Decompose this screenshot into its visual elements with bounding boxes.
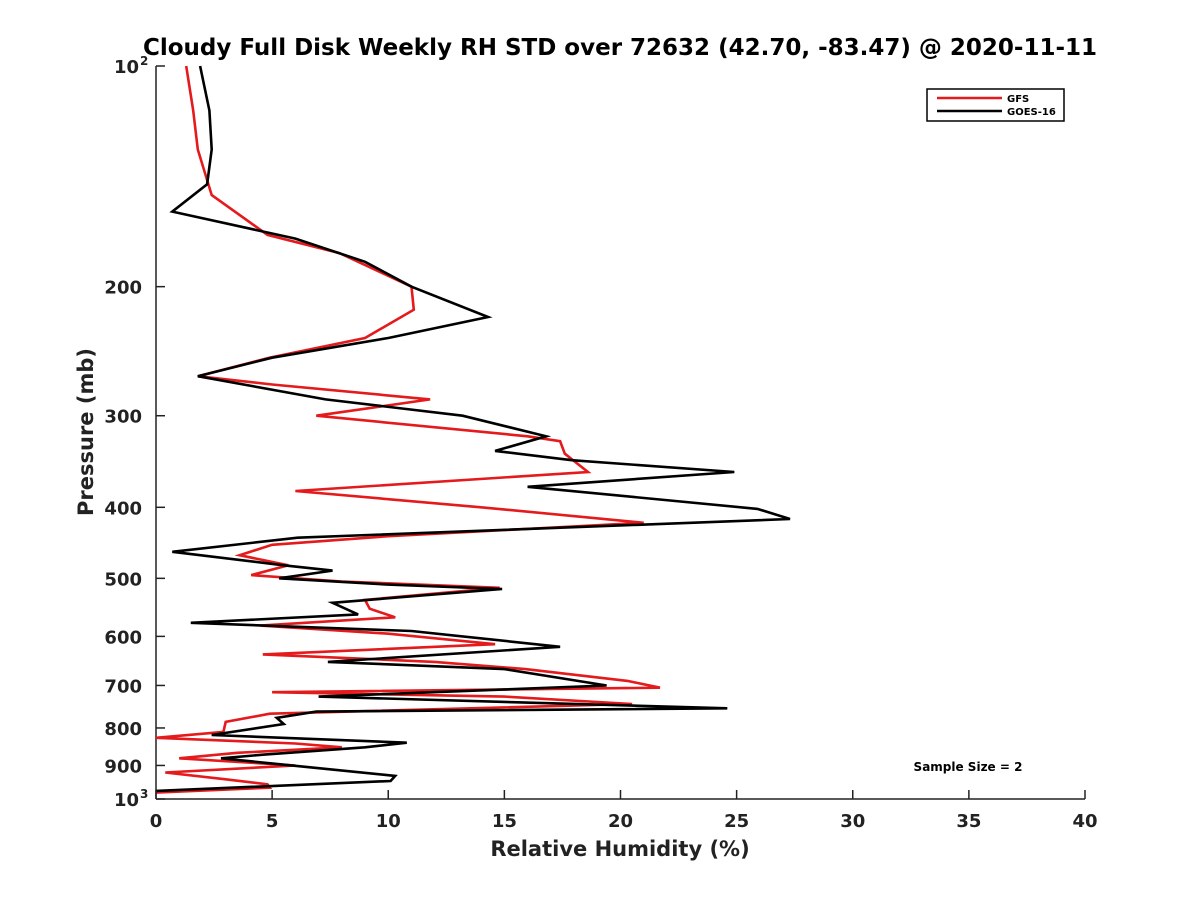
y-tick-label: 900 [104, 756, 142, 777]
y-tick-label: 10 [114, 57, 139, 78]
y-tick-label: 10 [114, 790, 139, 811]
series-line-gfs [155, 65, 661, 794]
y-tick-label: 700 [104, 676, 142, 697]
x-tick-label: 25 [724, 811, 749, 832]
y-tick-exponent: 3 [140, 787, 148, 801]
series-layer [155, 65, 791, 794]
legend-box [926, 88, 1065, 122]
x-tick-label: 35 [956, 811, 981, 832]
series-line-goes-16 [155, 65, 791, 793]
x-axis-label: Relative Humidity (%) [490, 837, 749, 861]
y-tick-label: 200 [104, 278, 142, 299]
y-tick-label: 400 [104, 498, 142, 519]
x-tick-label: 40 [1072, 811, 1097, 832]
x-tick-label: 0 [150, 811, 163, 832]
y-tick-label: 500 [104, 569, 142, 590]
legend-entry: GFS [1007, 94, 1029, 105]
y-axis-label: Pressure (mb) [74, 348, 98, 516]
legend-entry: GOES-16 [1007, 107, 1056, 118]
x-axis: 0 5 10 15 20 25 30 35 40 [150, 790, 1098, 832]
chart-title: Cloudy Full Disk Weekly RH STD over 7263… [143, 35, 1097, 61]
y-tick-exponent: 2 [140, 54, 148, 68]
x-tick-label: 30 [840, 811, 865, 832]
sample-size-annotation: Sample Size = 2 [914, 760, 1023, 774]
y-tick-label: 800 [104, 719, 142, 740]
x-tick-label: 5 [266, 811, 279, 832]
y-tick-label: 600 [104, 627, 142, 648]
x-tick-label: 20 [608, 811, 633, 832]
x-tick-label: 15 [492, 811, 517, 832]
y-tick-label: 300 [104, 407, 142, 428]
legend: GFS GOES-16 [926, 88, 1065, 122]
x-tick-label: 10 [376, 811, 401, 832]
